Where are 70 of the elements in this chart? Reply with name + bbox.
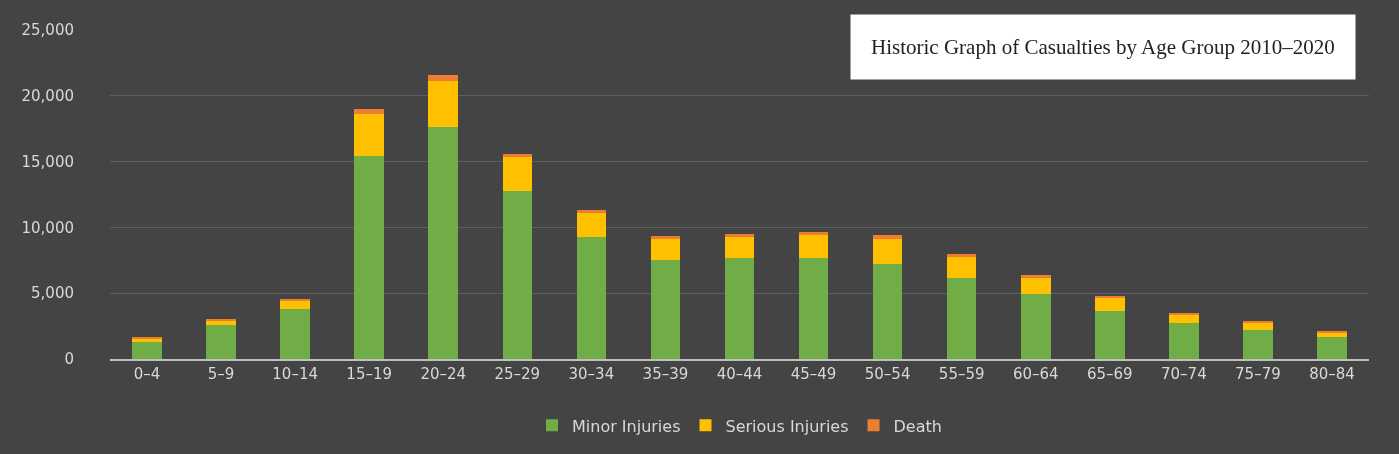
bar xyxy=(1094,297,1125,311)
bar xyxy=(798,258,829,359)
bar xyxy=(428,75,459,82)
bar xyxy=(1169,322,1199,359)
x-tick-label: 55–59 xyxy=(938,365,985,383)
bar xyxy=(872,235,903,239)
y-tick-label: 5,000 xyxy=(31,284,74,303)
bar xyxy=(1169,312,1199,315)
bar xyxy=(946,278,977,359)
x-tick-label: 40–44 xyxy=(716,365,763,383)
bar xyxy=(354,108,385,114)
bar xyxy=(650,238,681,260)
bar xyxy=(1243,330,1273,359)
x-tick-label: 50–54 xyxy=(864,365,911,383)
bar xyxy=(354,113,385,156)
bar xyxy=(1169,314,1199,323)
bar xyxy=(1020,278,1051,294)
bar xyxy=(946,253,977,258)
bar xyxy=(576,212,607,238)
bar xyxy=(280,300,310,309)
x-tick-label: 65–69 xyxy=(1086,365,1133,383)
bar xyxy=(1094,295,1125,298)
bar xyxy=(502,156,533,191)
bar xyxy=(1020,293,1051,359)
y-tick-label: 15,000 xyxy=(21,152,74,171)
legend-label: Minor Injuries xyxy=(572,416,681,436)
y-tick-label: 0 xyxy=(64,350,74,369)
legend-label: Death xyxy=(893,416,942,436)
bar xyxy=(428,81,459,128)
chart-title: Historic Graph of Casualties by Age Group 2010–2020 xyxy=(871,35,1335,59)
x-tick-label: 5–9 xyxy=(207,365,235,383)
y-tick-label: 25,000 xyxy=(21,21,74,40)
x-tick-label: 45–49 xyxy=(790,365,837,383)
x-tick-label: 20–24 xyxy=(420,365,467,383)
bar xyxy=(428,127,459,359)
bar xyxy=(1243,322,1273,331)
bar xyxy=(354,155,385,359)
bar xyxy=(650,235,681,239)
bar xyxy=(650,259,681,359)
bar xyxy=(1317,337,1347,359)
bar xyxy=(280,308,310,359)
bar xyxy=(576,237,607,359)
x-tick-label: 80–84 xyxy=(1309,365,1355,383)
y-tick-label: 20,000 xyxy=(21,87,74,106)
bar xyxy=(724,237,755,259)
legend-label: Serious Injuries xyxy=(725,416,849,436)
x-tick-label: 0–4 xyxy=(133,365,161,383)
x-tick-label: 10–14 xyxy=(272,365,318,383)
bar xyxy=(724,258,755,359)
x-tick-label: 70–74 xyxy=(1161,365,1207,383)
bar xyxy=(1020,275,1051,279)
bar xyxy=(206,325,236,359)
y-tick-label: 10,000 xyxy=(21,218,74,237)
bar xyxy=(1094,310,1125,359)
bar xyxy=(798,234,829,259)
bar xyxy=(872,238,903,264)
bar xyxy=(502,153,533,157)
x-tick-label: 35–39 xyxy=(642,365,689,383)
bar xyxy=(798,232,829,235)
bar xyxy=(576,209,607,213)
x-tick-label: 30–34 xyxy=(568,365,615,383)
x-tick-label: 15–19 xyxy=(346,365,393,383)
x-tick-label: 25–29 xyxy=(494,365,541,383)
x-tick-label: 75–79 xyxy=(1235,365,1281,383)
bar xyxy=(946,257,977,279)
x-tick-label: 60–64 xyxy=(1012,365,1059,383)
bar xyxy=(872,263,903,359)
bar xyxy=(132,341,162,359)
bar xyxy=(724,233,755,238)
bar xyxy=(502,190,533,359)
